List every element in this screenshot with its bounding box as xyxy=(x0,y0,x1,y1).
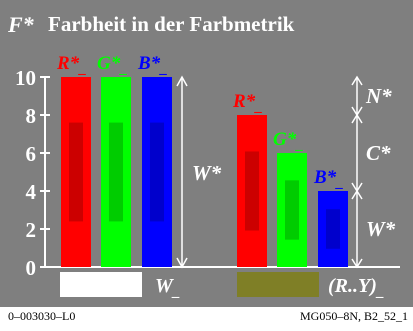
title-symbol: F* xyxy=(7,12,35,37)
bar-inner-stripe xyxy=(109,122,123,222)
bar-label: G*_ xyxy=(273,129,304,153)
arrow-head xyxy=(176,257,188,269)
y-tick-label: 6 xyxy=(26,142,37,166)
arrow-head xyxy=(351,113,363,124)
bar xyxy=(142,77,172,267)
dimension-label: W* xyxy=(366,217,396,241)
bar-label: R*_ xyxy=(232,91,263,115)
arrow-head xyxy=(351,75,363,86)
bar xyxy=(101,77,131,267)
y-tick-label: 2 xyxy=(26,218,37,242)
bar-inner-stripe xyxy=(326,209,340,249)
color-swatch xyxy=(237,272,319,297)
bar-inner-stripe xyxy=(245,151,259,231)
bar xyxy=(61,77,91,267)
bar-label: B*_ xyxy=(313,167,344,191)
arrow-head xyxy=(176,75,188,87)
footer-left: 0–003030–L0 xyxy=(8,309,76,323)
y-tick-label: 8 xyxy=(26,104,37,128)
swatch-label: (R..Y)_ xyxy=(328,275,384,300)
bar xyxy=(237,115,267,267)
arrow-head xyxy=(351,258,363,269)
y-tick-label: 0 xyxy=(26,256,37,280)
swatch-label: W_ xyxy=(155,275,180,300)
y-tick-label: 4 xyxy=(26,180,37,204)
color-swatch xyxy=(60,272,142,297)
y-tick-label: 10 xyxy=(15,66,36,90)
bar-label: G*_ xyxy=(97,53,128,77)
dimension-label: N* xyxy=(365,84,392,108)
bar-label: R*_ xyxy=(56,53,87,77)
bar-inner-stripe xyxy=(69,122,83,222)
bar-inner-stripe xyxy=(150,122,164,222)
arrow-head xyxy=(351,189,363,200)
bar xyxy=(318,191,348,267)
dimension-label: W* xyxy=(192,161,222,185)
bar xyxy=(277,153,307,267)
chart-marks: 0 2 4 6 8 10 R*_ G*_ B*_ R*_ G*_ B*_ W* N* C* W* W_ (R..Y… xyxy=(15,53,400,300)
bar-inner-stripe xyxy=(285,180,299,240)
chart-panel: F* Farbheit in der Farbmetrik 0 2 4 6 8 10 R*_… xyxy=(0,0,413,307)
bar-label: B*_ xyxy=(137,53,168,77)
chart: F* Farbheit in der Farbmetrik 0 2 4 6 8 10 R*_… xyxy=(7,12,400,300)
dimension-label: C* xyxy=(366,141,391,165)
chart-title: Farbheit in der Farbmetrik xyxy=(48,12,295,36)
footer-right: MG050–8N, B2_52_1 xyxy=(299,309,408,323)
